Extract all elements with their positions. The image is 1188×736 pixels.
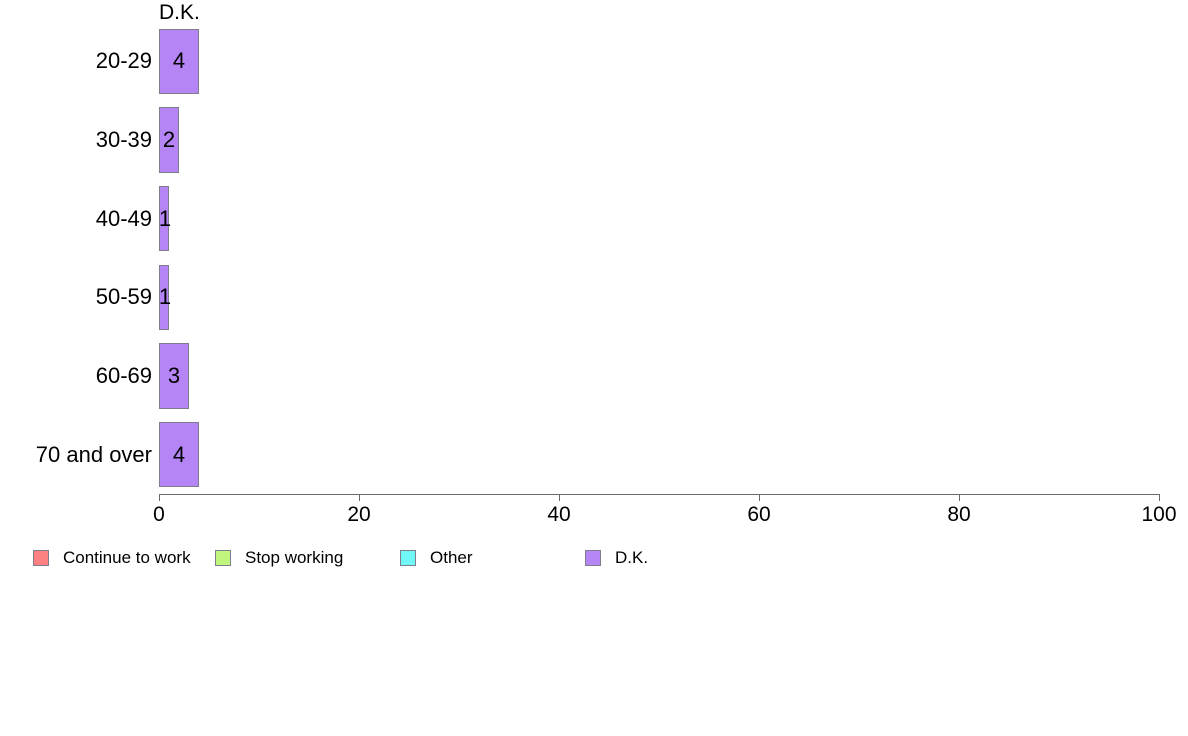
legend-item-stop-working[interactable]: Stop working (215, 545, 343, 571)
y-axis-label-70-and-over: 70 and over (35, 441, 152, 467)
legend-item-other[interactable]: Other (400, 545, 473, 571)
x-axis-tick (759, 494, 760, 501)
legend-item-continue-to-work[interactable]: Continue to work (33, 545, 191, 571)
legend-swatch-icon (400, 550, 416, 566)
y-axis-label-30-39: 30-39 (95, 127, 152, 152)
bar-50-59[interactable] (159, 264, 169, 330)
bar-70-and-over[interactable] (159, 422, 199, 488)
x-axis-line (159, 494, 1159, 495)
y-axis-label-20-29: 20-29 (95, 48, 152, 74)
x-axis-tick (959, 494, 960, 501)
x-axis-tick-label: 60 (747, 503, 771, 526)
bar-40-49[interactable] (159, 186, 169, 252)
bar-row: 4 (159, 28, 1159, 94)
bar-row: 1 (159, 186, 1159, 252)
bar-row: 1 (159, 264, 1159, 330)
legend-label: Continue to work (63, 548, 191, 567)
y-axis-label-60-69: 60-69 (95, 363, 152, 388)
x-axis-tick (1159, 494, 1160, 501)
x-axis-tick (559, 494, 560, 501)
x-axis-tick (159, 494, 160, 501)
bar-20-29[interactable] (159, 28, 199, 94)
plot-panel: 4 2 1 1 3 4 (159, 22, 1159, 494)
facet-title: D.K. (159, 1, 200, 24)
y-axis-label-40-49: 40-49 (95, 205, 152, 231)
x-axis-tick-label: 20 (347, 503, 371, 526)
legend-label: D.K. (615, 548, 649, 567)
x-axis-tick-label: 0 (153, 503, 165, 526)
legend-label: Stop working (245, 548, 344, 567)
legend-swatch-icon (215, 550, 231, 566)
x-axis-tick-label: 40 (547, 503, 571, 526)
x-axis-tick-label: 100 (1141, 503, 1177, 526)
x-axis-tick (359, 494, 360, 501)
x-axis-tick-label: 80 (947, 503, 971, 526)
chart-legend: Continue to work Stop working Other D.K. (0, 545, 1188, 571)
legend-item-d-k[interactable]: D.K. (585, 545, 648, 571)
legend-swatch-icon (585, 550, 601, 566)
bar-row: 3 (159, 343, 1159, 409)
legend-swatch-icon (33, 550, 49, 566)
bar-60-69[interactable] (159, 343, 189, 409)
y-axis-label-50-59: 50-59 (95, 284, 152, 310)
legend-label: Other (430, 548, 473, 567)
bar-30-39[interactable] (159, 107, 179, 173)
bar-row: 4 (159, 422, 1159, 488)
bar-row: 2 (159, 107, 1159, 173)
